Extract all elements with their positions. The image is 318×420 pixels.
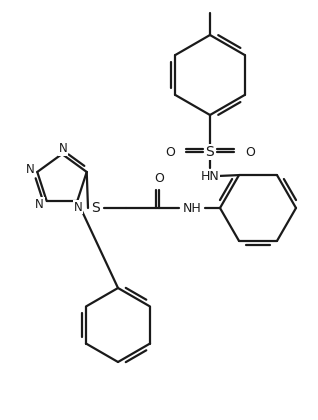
Text: N: N bbox=[26, 163, 35, 176]
Text: O: O bbox=[245, 145, 255, 158]
Text: N: N bbox=[35, 197, 44, 210]
Text: O: O bbox=[154, 171, 164, 184]
Text: N: N bbox=[74, 200, 83, 213]
Text: S: S bbox=[92, 201, 100, 215]
Text: HN: HN bbox=[201, 170, 219, 183]
Text: S: S bbox=[206, 145, 214, 159]
Text: N: N bbox=[59, 142, 67, 155]
Text: NH: NH bbox=[183, 202, 201, 215]
Text: O: O bbox=[165, 145, 175, 158]
